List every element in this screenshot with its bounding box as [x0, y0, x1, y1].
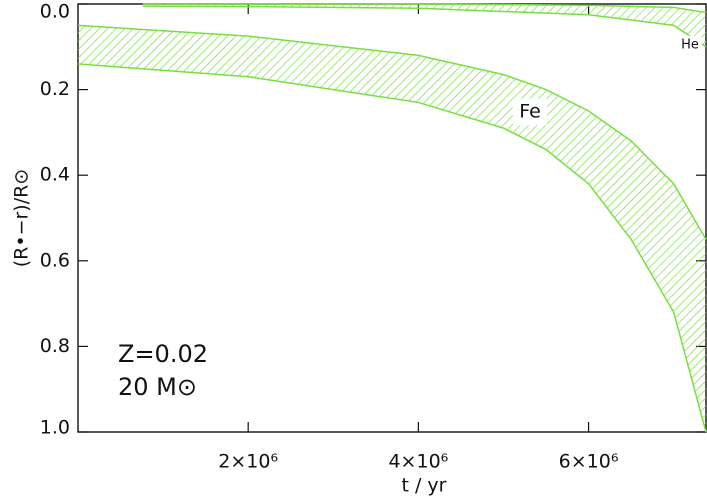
y-tick-label: 0.8: [40, 335, 70, 357]
annotation: 20 M⊙: [118, 373, 197, 401]
band-edge: [142, 3, 707, 14]
y-tick-label: 0.4: [40, 164, 70, 186]
x-tick-label: 6×10⁶: [559, 451, 619, 473]
series-label: He: [681, 38, 699, 53]
y-tick-label: 0.2: [40, 78, 70, 100]
y-tick-label: 0.6: [40, 249, 70, 271]
y-axis-label: (R•−r)/R⊙: [11, 169, 33, 268]
x-tick-label: 4×10⁶: [388, 451, 448, 473]
band-fill: [78, 25, 706, 433]
band-edge: [77, 63, 707, 433]
x-tick-label: 2×10⁶: [218, 451, 278, 473]
series-label: Fe: [519, 101, 541, 123]
y-tick-label: 0.0: [40, 1, 70, 23]
band-fill: [142, 4, 706, 47]
band-edge: [77, 24, 707, 240]
x-axis-label: t / yr: [402, 475, 447, 497]
y-tick-label: 1.0: [40, 417, 70, 439]
label-bg: [678, 35, 702, 55]
band-edge: [142, 5, 707, 48]
label-bg: [512, 98, 548, 126]
annotation: Z=0.02: [118, 340, 208, 368]
